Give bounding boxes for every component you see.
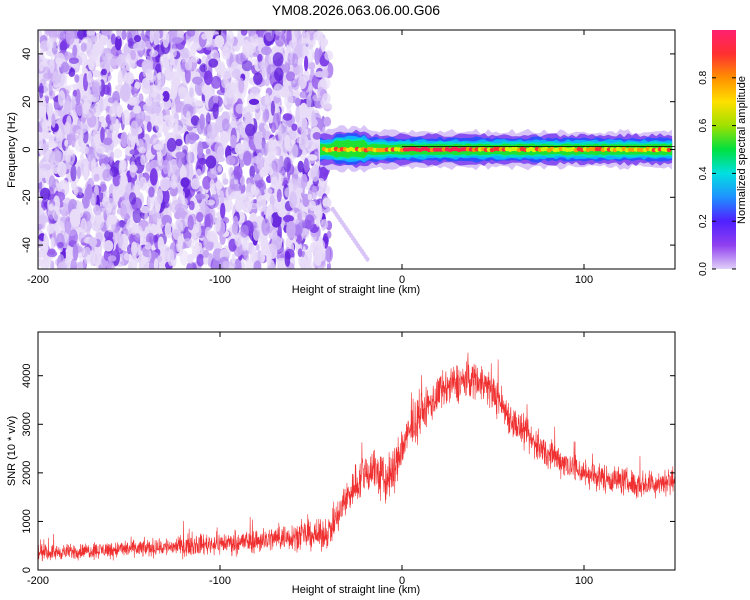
spectrogram-content	[38, 30, 675, 269]
signal-band	[320, 125, 675, 173]
snr-content	[38, 352, 675, 562]
x-tick-label: 100	[575, 274, 593, 286]
spectrogram-x-ticks: -200 -100 0 100	[27, 30, 593, 286]
noise-streak	[330, 206, 370, 262]
x-tick-label: 0	[399, 575, 405, 587]
spectrogram-x-label: Height of straight line (km)	[292, 284, 420, 296]
y-tick-label: 3000	[21, 412, 33, 436]
y-tick-label: 20	[21, 96, 33, 108]
colorbar-tick-label: 0.2	[698, 214, 709, 228]
colorbar-tick-label: 0.6	[698, 118, 709, 132]
colorbar-ticks: 0.0 0.2 0.4 0.6 0.8	[698, 70, 736, 276]
noise-speckle	[38, 30, 334, 269]
snr-y-label: SNR (10 * v/v)	[6, 416, 18, 486]
snr-y-ticks: 0 1000 2000 3000 4000	[21, 363, 675, 573]
x-tick-label: 100	[575, 575, 593, 587]
colorbar-tick-label: 0.8	[698, 70, 709, 84]
x-tick-label: -100	[209, 274, 231, 286]
snr-x-ticks: -200 -100 0 100	[27, 332, 593, 587]
spectrogram-y-ticks: -40 -20 0 20 40	[21, 48, 675, 253]
y-tick-label: 40	[21, 48, 33, 60]
colorbar-tick-label: 0.4	[698, 166, 709, 180]
figure-title: YM08.2026.063.06.00.G06	[272, 2, 440, 18]
y-tick-label: 2000	[21, 461, 33, 485]
y-tick-label: -40	[21, 237, 33, 253]
x-tick-label: -200	[27, 575, 49, 587]
snr-plot-area	[38, 332, 675, 570]
y-tick-label: -20	[21, 189, 33, 205]
y-tick-label: 0	[21, 567, 33, 573]
x-tick-label: -200	[27, 274, 49, 286]
snr-panel: -200 -100 0 100 0 1000 2000 3000 4000 Height of…	[6, 331, 676, 596]
y-tick-label: 4000	[21, 363, 33, 387]
colorbar-label: Normalized spectral amplitude	[736, 76, 748, 224]
snr-frame	[37, 331, 676, 571]
signal-core	[321, 146, 672, 153]
snr-series-line	[38, 352, 675, 562]
x-tick-label: 0	[399, 274, 405, 286]
x-tick-label: -100	[209, 575, 231, 587]
colorbar-strip	[712, 30, 736, 269]
colorbar-tick-label: 0.0	[698, 262, 709, 276]
spectrogram-y-label: Frequency (Hz)	[6, 112, 18, 188]
y-tick-label: 0	[21, 146, 33, 152]
y-tick-label: 1000	[21, 509, 33, 533]
snr-x-label: Height of straight line (km)	[292, 584, 420, 596]
colorbar: 0.0 0.2 0.4 0.6 0.8 Normalized spectral ampl…	[698, 30, 748, 276]
